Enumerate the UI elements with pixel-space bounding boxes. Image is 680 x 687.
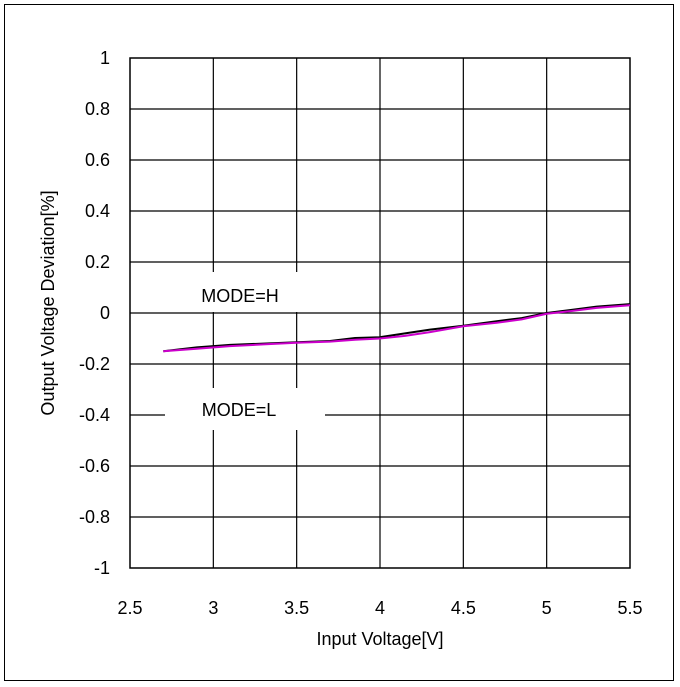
annotation-label: MODE=H [201,286,279,306]
y-tick-labels: 1 0.8 0.6 0.4 0.2 0 -0.2 -0.4 -0.6 -0.8 -1 [79,48,110,578]
y-tick-label: 0.4 [85,201,110,221]
x-tick-label: 2.5 [117,598,142,618]
annotations: MODE=H MODE=L [165,272,325,430]
x-tick-label: 3 [208,598,218,618]
annotation-label: MODE=L [202,400,277,420]
x-tick-label: 5 [542,598,552,618]
x-tick-label: 4.5 [451,598,476,618]
y-tick-label: -0.2 [79,354,110,374]
x-tick-label: 5.5 [617,598,642,618]
series-lines [163,303,631,353]
y-tick-label: 0.8 [85,99,110,119]
x-tick-label: 3.5 [284,598,309,618]
y-tick-label: -1 [94,558,110,578]
y-tick-label: 0.6 [85,150,110,170]
series-line-mode-l [163,304,631,353]
y-axis-label: Output Voltage Deviation[%] [38,190,58,415]
annotation-background [165,272,315,312]
y-tick-label: -0.6 [79,456,110,476]
plot-area [129,57,631,569]
annotation-background [165,388,325,430]
x-tick-labels: 2.5 3 3.5 4 4.5 5 5.5 [117,598,642,618]
y-tick-label: 1 [100,48,110,68]
grid [130,58,630,568]
x-tick-label: 4 [375,598,385,618]
y-tick-label: 0.2 [85,252,110,272]
y-tick-label: 0 [100,303,110,323]
x-axis-label: Input Voltage[V] [316,629,443,649]
y-tick-label: -0.8 [79,507,110,527]
y-tick-label: -0.4 [79,405,110,425]
